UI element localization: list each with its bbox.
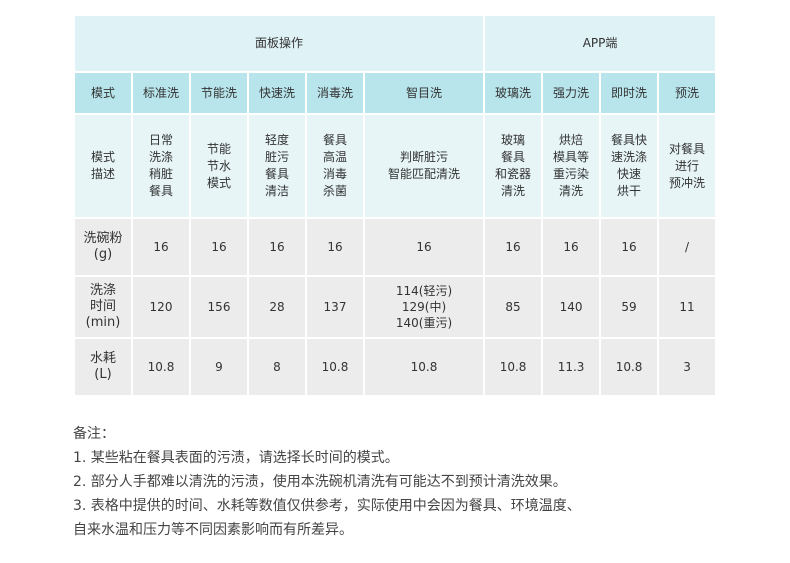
wash-time-row: 洗涤 时间 (min) 120 156 28 137 114(轻污) 129(中… [75, 277, 716, 337]
mode-name: 强力洗 [543, 73, 600, 113]
desc-cell: 轻度 脏污 餐具 清洁 [249, 115, 305, 217]
value-cell: 156 [191, 277, 247, 337]
value-cell: 3 [659, 339, 716, 395]
value-cell: 114(轻污) 129(中) 140(重污) [365, 277, 484, 337]
desc-cell: 餐具快 速洗涤 快速 烘干 [601, 115, 658, 217]
value-cell: 11 [659, 277, 716, 337]
value-cell: 16 [365, 219, 484, 275]
desc-cell: 餐具 高温 消毒 杀菌 [307, 115, 363, 217]
value-cell: 59 [601, 277, 658, 337]
value-cell: 10.8 [133, 339, 189, 395]
value-cell: 28 [249, 277, 305, 337]
detergent-row: 洗碗粉 (g) 16 16 16 16 16 16 16 16 / [75, 219, 716, 275]
desc-cell: 判断脏污 智能匹配清洗 [365, 115, 484, 217]
value-cell: 10.8 [365, 339, 484, 395]
mode-name: 消毒洗 [307, 73, 363, 113]
value-cell: / [659, 219, 716, 275]
mode-name: 智目洗 [365, 73, 484, 113]
value-cell: 16 [543, 219, 600, 275]
row-label: 洗碗粉 (g) [75, 219, 131, 275]
mode-name: 即时洗 [601, 73, 658, 113]
value-cell: 16 [601, 219, 658, 275]
mode-name: 预洗 [659, 73, 716, 113]
notes-section: 备注： 1. 某些粘在餐具表面的污渍，请选择长时间的模式。 2. 部分人手都难以… [73, 422, 763, 542]
value-cell: 16 [191, 219, 247, 275]
value-cell: 140 [543, 277, 600, 337]
value-cell: 10.8 [307, 339, 363, 395]
value-cell: 120 [133, 277, 189, 337]
value-cell: 16 [307, 219, 363, 275]
description-row: 模式 描述 日常 洗涤 稍脏 餐具 节能 节水 模式 轻度 脏污 餐具 清洁 餐… [75, 115, 716, 217]
desc-cell: 节能 节水 模式 [191, 115, 247, 217]
mode-name: 快速洗 [249, 73, 305, 113]
value-cell: 16 [485, 219, 542, 275]
mode-name: 节能洗 [191, 73, 247, 113]
group-app: APP端 [485, 16, 716, 71]
water-usage-row: 水耗 (L) 10.8 9 8 10.8 10.8 10.8 11.3 10.8… [75, 339, 716, 395]
note-line: 3. 表格中提供的时间、水耗等数值仅供参考，实际使用中会因为餐具、环境温度、 [73, 498, 581, 514]
value-cell: 10.8 [601, 339, 658, 395]
value-cell: 11.3 [543, 339, 600, 395]
desc-cell: 对餐具 进行 预冲洗 [659, 115, 716, 217]
note-line: 2. 部分人手都难以清洗的污渍，使用本洗碗机清洗有可能达不到预计清洗效果。 [73, 474, 567, 490]
mode-header-row: 模式 标准洗 节能洗 快速洗 消毒洗 智目洗 玻璃洗 强力洗 即时洗 预洗 [75, 73, 716, 113]
value-cell: 137 [307, 277, 363, 337]
wash-mode-table: 面板操作 APP端 模式 标准洗 节能洗 快速洗 消毒洗 智目洗 玻璃洗 强力洗… [73, 14, 717, 397]
value-cell: 8 [249, 339, 305, 395]
notes-title: 备注： [73, 426, 115, 442]
row-label: 洗涤 时间 (min) [75, 277, 131, 337]
group-panel: 面板操作 [75, 16, 484, 71]
mode-name: 标准洗 [133, 73, 189, 113]
desc-cell: 玻璃 餐具 和瓷器 清洗 [485, 115, 542, 217]
note-line: 1. 某些粘在餐具表面的污渍，请选择长时间的模式。 [73, 450, 399, 466]
value-cell: 16 [249, 219, 305, 275]
value-cell: 85 [485, 277, 542, 337]
row-label: 水耗 (L) [75, 339, 131, 395]
value-cell: 9 [191, 339, 247, 395]
value-cell: 16 [133, 219, 189, 275]
mode-label: 模式 [75, 73, 131, 113]
desc-cell: 日常 洗涤 稍脏 餐具 [133, 115, 189, 217]
group-header-row: 面板操作 APP端 [75, 16, 716, 71]
row-label: 模式 描述 [75, 115, 131, 217]
value-cell: 10.8 [485, 339, 542, 395]
mode-name: 玻璃洗 [485, 73, 542, 113]
desc-cell: 烘焙 模具等 重污染 清洗 [543, 115, 600, 217]
note-line: 自来水温和压力等不同因素影响而有所差异。 [73, 522, 353, 538]
